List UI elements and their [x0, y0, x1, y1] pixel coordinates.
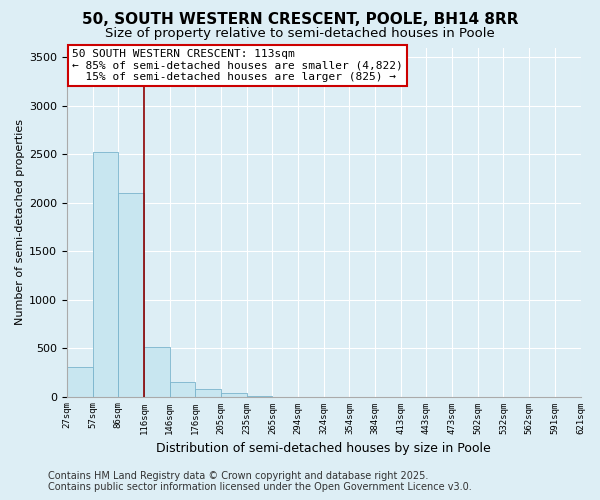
- Bar: [118, 193, 144, 396]
- Text: 50, SOUTH WESTERN CRESCENT, POOLE, BH14 8RR: 50, SOUTH WESTERN CRESCENT, POOLE, BH14 …: [82, 12, 518, 28]
- Bar: [92, 152, 118, 396]
- Text: Contains HM Land Registry data © Crown copyright and database right 2025.
Contai: Contains HM Land Registry data © Crown c…: [48, 471, 472, 492]
- Y-axis label: Number of semi-detached properties: Number of semi-detached properties: [15, 119, 25, 325]
- X-axis label: Distribution of semi-detached houses by size in Poole: Distribution of semi-detached houses by …: [157, 442, 491, 455]
- Text: Size of property relative to semi-detached houses in Poole: Size of property relative to semi-detach…: [105, 28, 495, 40]
- Bar: [196, 389, 221, 396]
- Bar: [67, 368, 92, 396]
- Bar: [221, 392, 247, 396]
- Bar: [144, 347, 170, 397]
- Text: 50 SOUTH WESTERN CRESCENT: 113sqm
← 85% of semi-detached houses are smaller (4,8: 50 SOUTH WESTERN CRESCENT: 113sqm ← 85% …: [72, 49, 403, 82]
- Bar: [170, 382, 196, 396]
